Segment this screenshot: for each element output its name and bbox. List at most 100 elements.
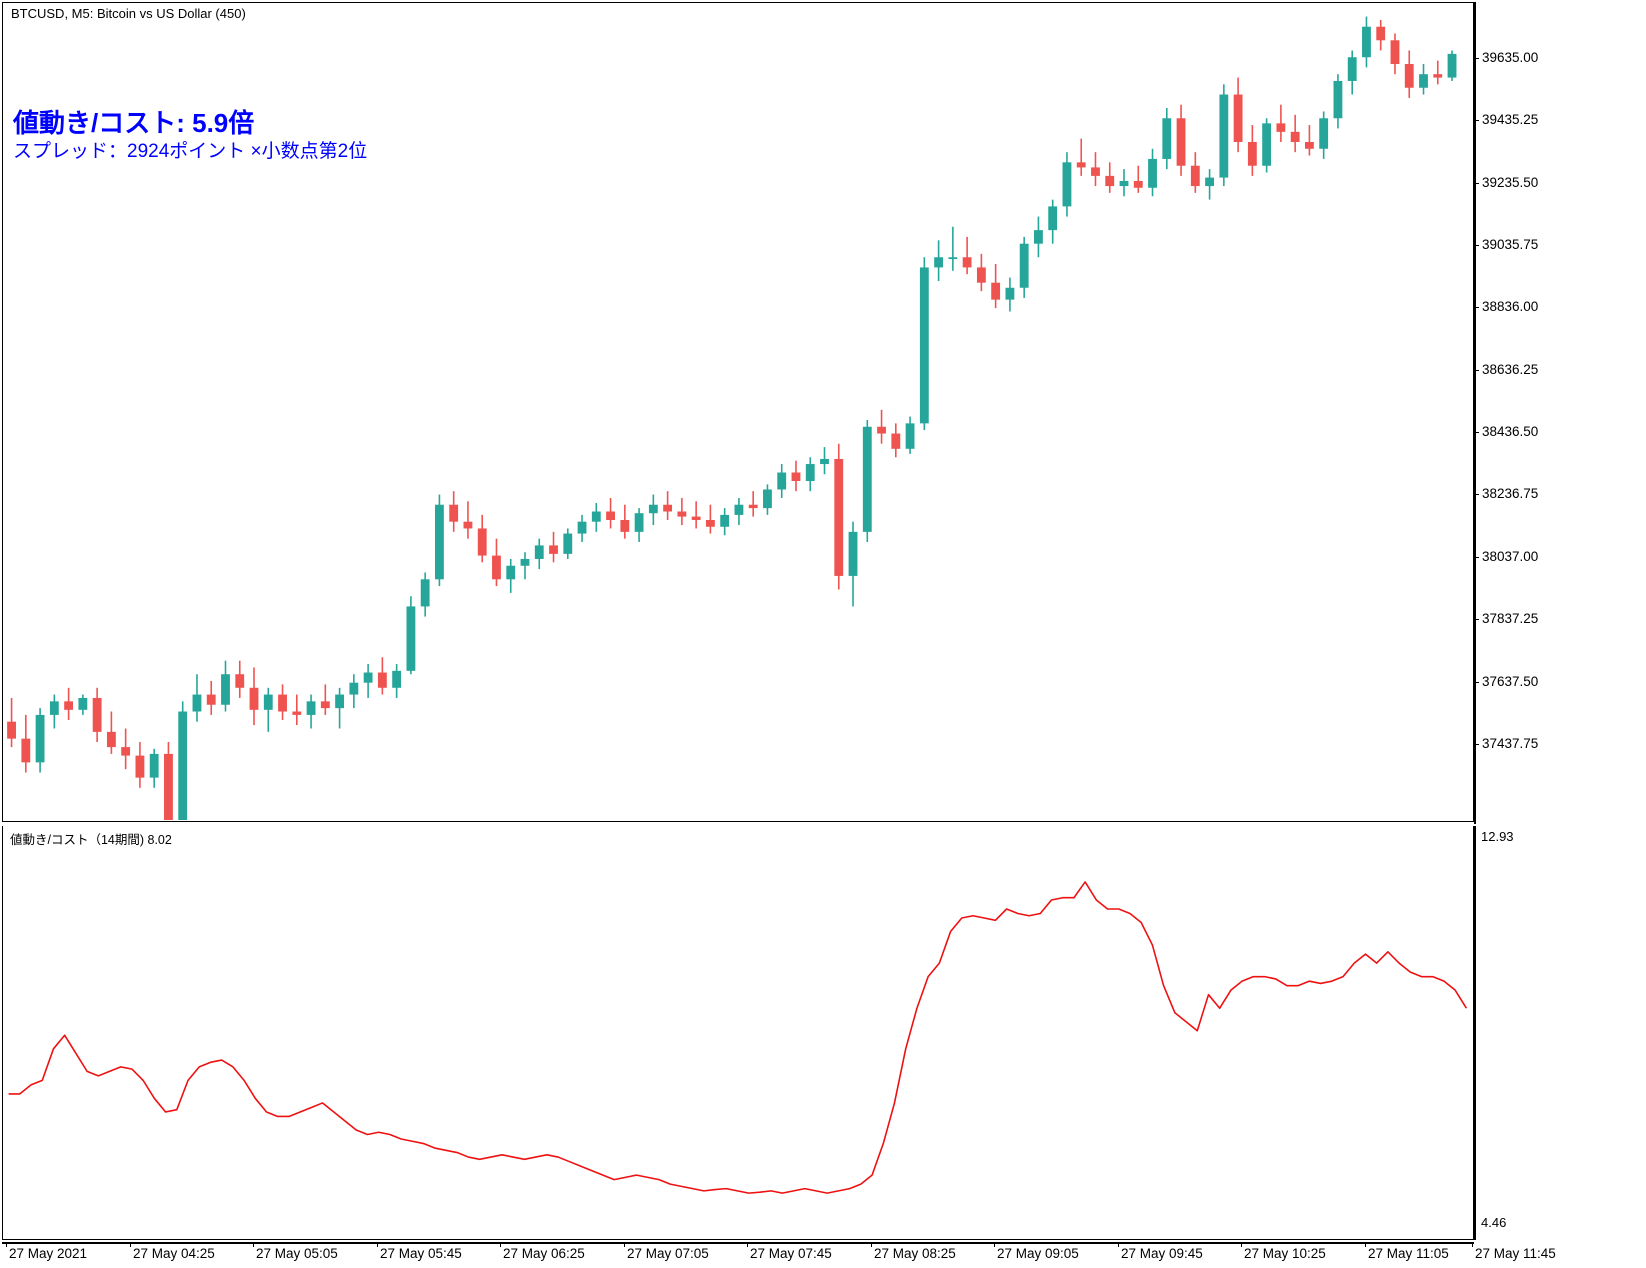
price-axis-tick-label: 37837.25 <box>1482 611 1539 626</box>
candle-body <box>292 711 302 715</box>
candle-body <box>7 721 16 739</box>
candle-body <box>278 694 287 712</box>
price-axis-tick-label: 37437.75 <box>1482 736 1539 751</box>
time-axis-tick-mark <box>130 1242 131 1247</box>
time-axis[interactable]: 27 May 2021 27 May 04:25 27 May 05:05 27 Ma… <box>0 1242 1646 1268</box>
candle-body <box>905 423 915 449</box>
candle-body <box>919 267 929 424</box>
price-axis-tick-mark <box>1474 306 1479 308</box>
candle-body <box>149 753 159 778</box>
price-axis[interactable]: 39635.00 39435.25 39235.50 39035.75 38836.00… <box>1474 0 1646 826</box>
time-axis-line <box>2 1242 1474 1244</box>
time-axis-tick-label: 27 May 10:25 <box>1244 1246 1326 1261</box>
candle-body <box>463 521 473 529</box>
indicator-label: 値動き/コスト（14期間) 8.02 <box>10 833 172 847</box>
candle-body <box>1076 162 1086 168</box>
indicator-line-series <box>8 881 1468 1194</box>
candle-body <box>634 513 644 532</box>
candle-body <box>1376 26 1386 41</box>
candle-body <box>1219 94 1229 178</box>
time-axis-tick-label: 27 May 09:45 <box>1121 1246 1203 1261</box>
time-axis-tick-mark <box>747 1242 748 1247</box>
candle-body <box>1390 40 1400 65</box>
time-axis-tick-label: 27 May 11:45 <box>1475 1246 1556 1261</box>
price-axis-tick-mark <box>1474 431 1479 433</box>
price-axis-tick-label: 39435.25 <box>1482 112 1539 127</box>
candle-body <box>1105 175 1115 187</box>
candle-body <box>962 257 972 268</box>
candle-body <box>648 504 658 514</box>
indicator-plot-area[interactable]: 値動き/コスト（14期間) 8.02 <box>2 826 1474 1240</box>
time-axis-tick-mark <box>871 1242 872 1247</box>
indicator-pane[interactable]: 値動き/コスト（14期間) 8.02 12.93 4.46 <box>0 826 1646 1242</box>
candle-body <box>1148 158 1157 188</box>
price-axis-tick-mark <box>1474 743 1479 745</box>
candle-body <box>349 682 359 695</box>
candle-body <box>606 511 615 520</box>
candle-body <box>35 714 45 763</box>
price-axis-line <box>1474 2 1476 824</box>
time-axis-tick-label: 27 May 05:05 <box>256 1246 338 1261</box>
price-axis-tick-mark <box>1474 681 1479 683</box>
time-axis-tick-mark <box>994 1242 995 1247</box>
price-plot-area[interactable]: BTCUSD, M5: Bitcoin vs US Dollar (450) 値… <box>2 2 1474 822</box>
candle-body <box>206 694 216 705</box>
candle-body <box>1362 26 1371 58</box>
candle-body <box>591 511 601 522</box>
indicator-axis[interactable]: 12.93 4.46 <box>1474 826 1646 1242</box>
candle-body <box>1133 180 1143 188</box>
candle-body <box>1333 80 1343 119</box>
candle-body <box>1419 74 1428 88</box>
candle-body <box>1276 123 1286 132</box>
candle-body <box>435 504 444 580</box>
candle-body <box>991 282 1001 300</box>
candle-body <box>1433 74 1443 78</box>
candle-body <box>705 519 715 527</box>
candle-body <box>377 672 387 688</box>
indicator-axis-min-label: 4.46 <box>1481 1215 1507 1230</box>
candle-body <box>1319 118 1329 149</box>
price-axis-tick-mark <box>1474 182 1479 184</box>
candle-body <box>420 579 430 607</box>
candle-body <box>477 528 487 556</box>
candle-body <box>1019 243 1029 288</box>
candle-body <box>1062 162 1072 207</box>
time-axis-tick-label: 27 May 07:45 <box>750 1246 832 1261</box>
candle-body <box>1347 57 1357 81</box>
time-axis-tick-label: 27 May 04:25 <box>133 1246 215 1261</box>
candle-body <box>1034 230 1043 244</box>
candle-body <box>1290 131 1300 142</box>
candle-body <box>891 433 901 449</box>
candle-body <box>1233 94 1243 142</box>
chart-title: BTCUSD, M5: Bitcoin vs US Dollar (450) <box>11 6 246 21</box>
candle-body <box>506 565 516 580</box>
price-axis-tick-label: 38436.50 <box>1482 424 1539 439</box>
candle-body <box>263 694 273 710</box>
candle-body <box>363 672 373 683</box>
candle-body <box>549 545 558 554</box>
time-axis-tick-mark <box>6 1242 7 1247</box>
indicator-path <box>8 881 1468 1194</box>
price-axis-tick-mark <box>1474 119 1479 121</box>
candle-body <box>1005 287 1015 300</box>
candle-body <box>121 747 131 756</box>
price-chart-pane[interactable]: BTCUSD, M5: Bitcoin vs US Dollar (450) 値… <box>0 0 1646 826</box>
candle-body <box>21 738 31 763</box>
candle-body <box>164 753 173 820</box>
candle-body <box>1304 141 1314 149</box>
candle-body <box>135 755 145 778</box>
candle-body <box>306 701 316 715</box>
time-axis-tick-mark <box>1365 1242 1366 1247</box>
candle-body <box>449 504 459 522</box>
price-axis-tick-label: 39635.00 <box>1482 50 1539 65</box>
candle-body <box>320 701 330 709</box>
candle-body <box>49 701 59 715</box>
price-axis-tick-mark <box>1474 556 1479 558</box>
indicator-axis-max-label: 12.93 <box>1481 829 1514 844</box>
candle-body <box>235 674 245 688</box>
candle-body <box>748 504 758 509</box>
candle-body <box>620 519 630 532</box>
candle-body <box>78 697 88 710</box>
price-axis-tick-mark <box>1474 618 1479 620</box>
candle-body <box>492 555 501 580</box>
